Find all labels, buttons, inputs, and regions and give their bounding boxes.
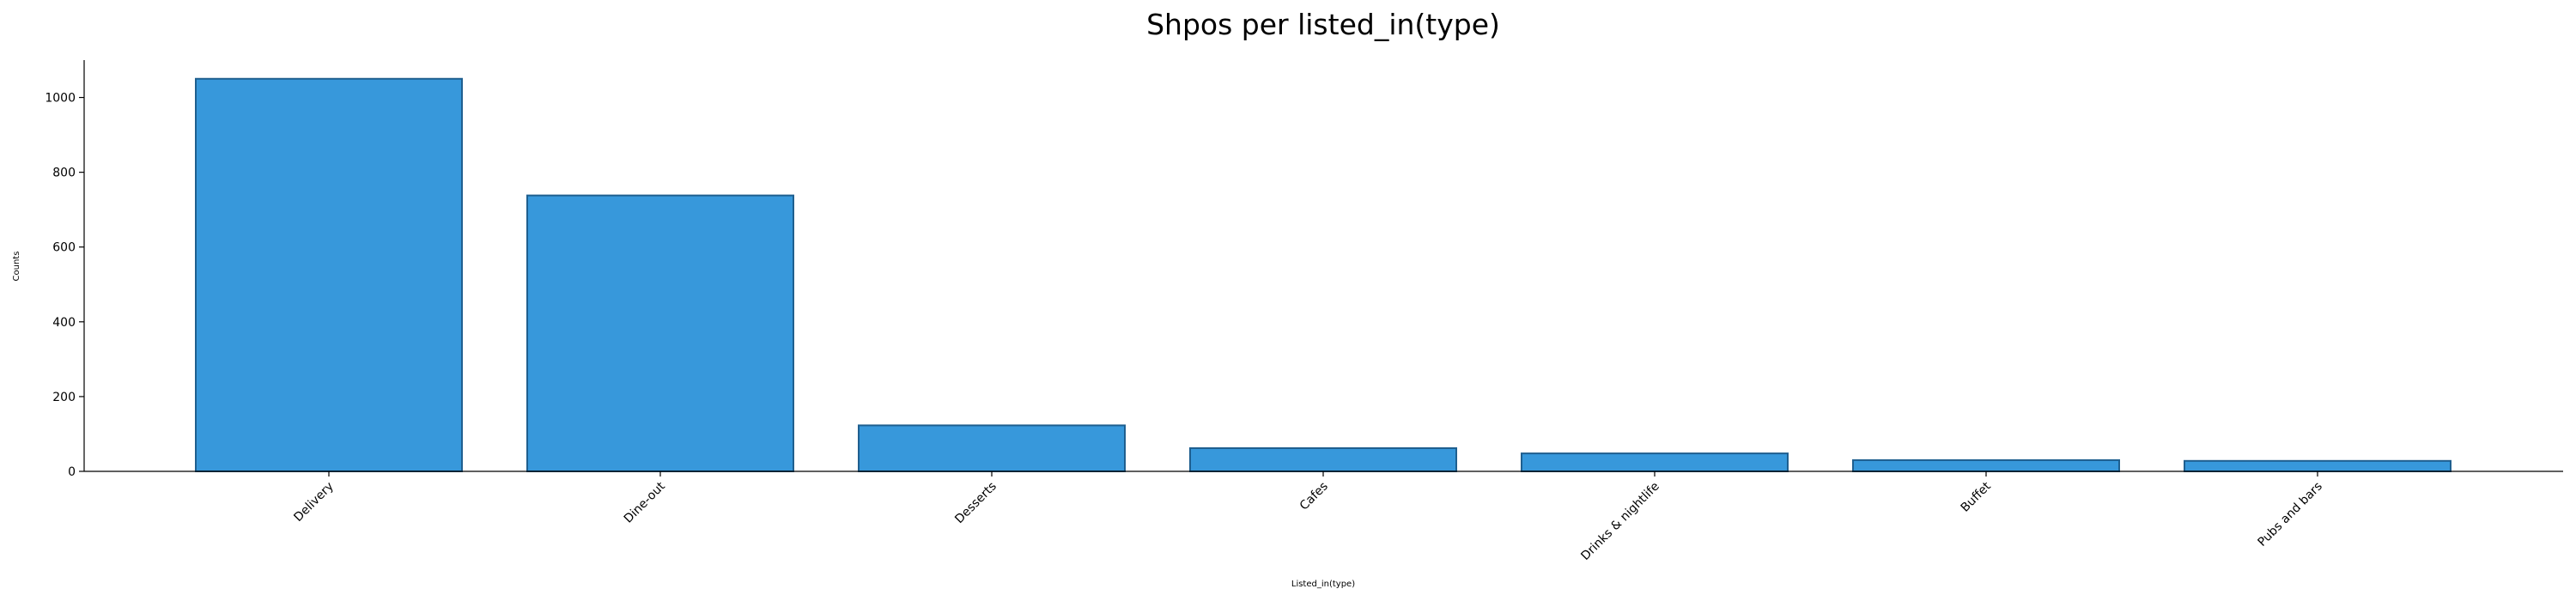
x-ticks-group: Delivery Dine-out Desserts Cafes Drinks & ni… (291, 471, 2325, 563)
y-ticks-group: 0 200 400 600 800 1000 (45, 92, 84, 479)
y-axis-label: Counts (12, 252, 21, 282)
x-tick-label-3: Cafes (1297, 480, 1331, 513)
chart-title: Shpos per listed_in(type) (1146, 8, 1500, 41)
x-tick-label-4: Drinks & nightlife (1578, 480, 1662, 563)
bars-group (195, 77, 2451, 473)
y-tick-label-5: 1000 (45, 92, 76, 106)
y-tick-label-4: 800 (52, 167, 76, 180)
y-tick-label-2: 400 (52, 316, 76, 330)
bar-2 (858, 424, 1126, 472)
bar-5 (1852, 458, 2120, 472)
bar-0 (195, 77, 463, 472)
x-axis-label: Listed_in(type) (1291, 580, 1355, 589)
x-tick-label-1: Dine-out (622, 479, 668, 525)
y-tick-label-1: 200 (52, 391, 76, 404)
y-tick-label-3: 600 (52, 241, 76, 255)
x-tick-label-0: Delivery (291, 480, 336, 525)
bar-4 (1521, 452, 1789, 473)
bar-3 (1189, 447, 1457, 473)
x-tick-label-5: Buffet (1959, 479, 1995, 515)
y-tick-label-0: 0 (68, 465, 76, 479)
x-tick-label-2: Desserts (952, 480, 999, 527)
bar-6 (2184, 459, 2451, 472)
bar-1 (526, 194, 794, 472)
x-tick-label-6: Pubs and bars (2256, 480, 2325, 549)
